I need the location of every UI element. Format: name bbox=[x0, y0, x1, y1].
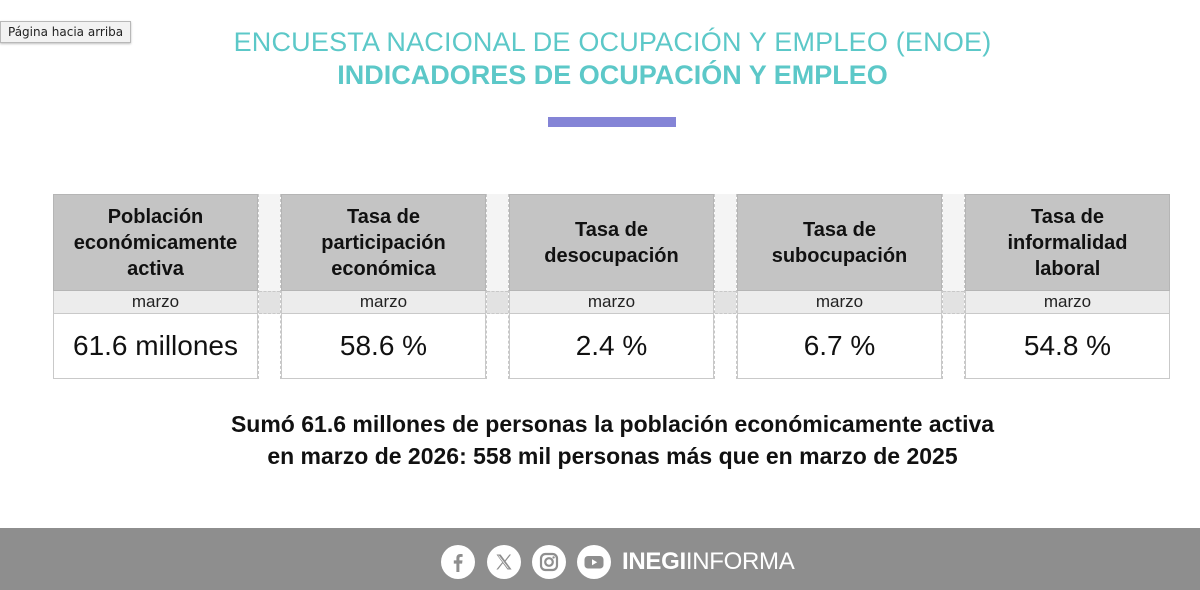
brand-bold: INEGI bbox=[622, 548, 686, 575]
youtube-icon[interactable] bbox=[577, 545, 611, 579]
indicator-subocupacion: Tasa de subocupación marzo 6.7 % bbox=[737, 194, 942, 379]
indicator-desocupacion: Tasa de desocupación marzo 2.4 % bbox=[509, 194, 714, 379]
instagram-icon[interactable] bbox=[532, 545, 566, 579]
brand-rest: INFORMA bbox=[685, 548, 795, 575]
indicator-value: 58.6 % bbox=[281, 314, 486, 379]
inegi-informa-logo[interactable]: INEGIINFORMA bbox=[622, 548, 795, 576]
indicator-value: 54.8 % bbox=[965, 314, 1170, 379]
indicator-period: marzo bbox=[281, 291, 486, 314]
indicator-label: Tasa de subocupación bbox=[771, 218, 908, 267]
accent-bar bbox=[548, 117, 676, 127]
indicator-label: Tasa de informalidad laboral bbox=[1007, 205, 1128, 280]
column-spacer bbox=[258, 194, 281, 379]
indicator-label: Tasa de desocupación bbox=[544, 218, 679, 267]
indicator-label: Tasa de participación económica bbox=[321, 205, 446, 280]
facebook-icon[interactable] bbox=[441, 545, 475, 579]
summary-line: en marzo de 2026: 558 mil personas más q… bbox=[267, 443, 958, 469]
page-subtitle: INDICADORES DE OCUPACIÓN Y EMPLEO bbox=[337, 60, 888, 90]
page-up-tooltip: Página hacia arriba bbox=[0, 21, 132, 43]
indicator-period: marzo bbox=[53, 291, 258, 314]
column-spacer bbox=[942, 194, 965, 379]
indicator-period: marzo bbox=[737, 291, 942, 314]
x-icon[interactable] bbox=[487, 545, 521, 579]
indicator-value: 2.4 % bbox=[509, 314, 714, 379]
summary-line: Sumó 61.6 millones de personas la poblac… bbox=[230, 411, 995, 437]
column-spacer bbox=[486, 194, 509, 379]
indicator-value: 61.6 millones bbox=[53, 314, 258, 379]
indicator-label: Población económicamente activa bbox=[73, 205, 238, 280]
indicator-informalidad: Tasa de informalidad laboral marzo 54.8 … bbox=[965, 194, 1170, 379]
indicator-period: marzo bbox=[509, 291, 714, 314]
column-spacer bbox=[714, 194, 737, 379]
summary-text: Sumó 61.6 millones de personas la poblac… bbox=[0, 408, 1200, 472]
indicator-participacion: Tasa de participación económica marzo 58… bbox=[281, 194, 486, 379]
indicator-period: marzo bbox=[965, 291, 1170, 314]
indicator-value: 6.7 % bbox=[737, 314, 942, 379]
indicator-pea: Población económicamente activa marzo 61… bbox=[53, 194, 258, 379]
page-title: ENCUESTA NACIONAL DE OCUPACIÓN Y EMPLEO … bbox=[233, 27, 992, 57]
